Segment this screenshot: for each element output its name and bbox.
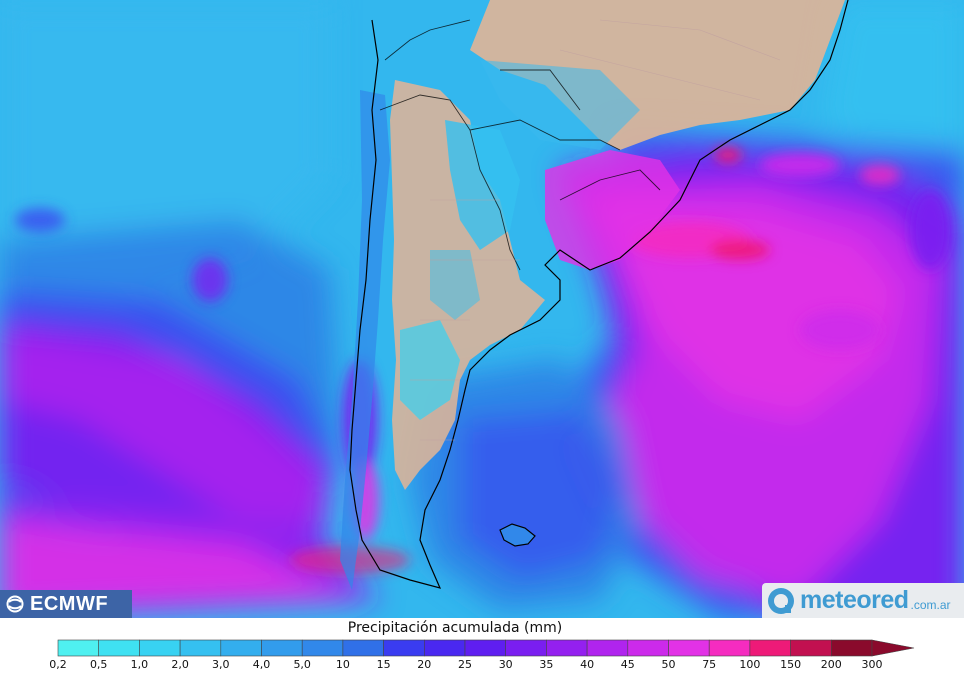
legend-tick-label: 30 [498, 658, 513, 671]
provinces-argentina [410, 199, 520, 441]
meteored-domain-text: .com.ar [910, 598, 951, 612]
legend-tick-label: 3,0 [212, 658, 230, 671]
legend-tick-label: 25 [458, 658, 472, 671]
border-peru [384, 19, 471, 61]
legend-tick-label: 75 [702, 658, 717, 671]
land-masses [340, 0, 845, 590]
legend-bin [383, 639, 425, 657]
border-andes-east [379, 94, 521, 271]
legend-overflow-arrow [871, 639, 915, 657]
south-america-coastline [349, 0, 849, 589]
legend-tick-label: 40 [580, 658, 595, 671]
legend-tick-label: 100 [739, 658, 761, 671]
legend-tick-label: 2,0 [171, 658, 189, 671]
legend-bin [546, 639, 588, 657]
province-borders [410, 19, 781, 441]
legend-tick-label: 200 [820, 658, 842, 671]
meteored-cloud-icon [766, 586, 796, 616]
legend-bin [505, 639, 547, 657]
legend-tick-label: 45 [620, 658, 635, 671]
legend-bin [57, 639, 100, 657]
legend-bin [220, 639, 262, 657]
ecmwf-emblem-icon [4, 595, 26, 613]
legend-bin [464, 639, 507, 657]
legend-tick-label: 20 [417, 658, 432, 671]
legend-tick-label: 5,0 [293, 658, 311, 671]
legend-bin [98, 639, 140, 657]
legend-bin [261, 639, 303, 657]
legend-bin [627, 639, 669, 657]
legend-tick-label: 4,0 [252, 658, 271, 671]
legend-tick-label: 300 [861, 658, 883, 671]
land-chile [340, 90, 390, 590]
country-borders [379, 19, 661, 271]
land-uruguay-wet [545, 150, 680, 270]
legend-bin [830, 639, 873, 657]
ecmwf-logo-text: ECMWF [30, 592, 109, 615]
legend-tick-label: 10 [335, 658, 350, 671]
land-brazil [470, 0, 845, 150]
precipitation-legend: Precipitación acumulada (mm) 0,2 0,5 1,0 2,… [0, 618, 964, 675]
legend-tick-label: 35 [539, 658, 554, 671]
legend-tick-label: 150 [780, 658, 802, 671]
coastlines [349, 0, 849, 589]
border-uruguay-brazil [559, 169, 661, 201]
falkland-islands [499, 523, 536, 547]
legend-tick-label: 15 [376, 658, 391, 671]
meteored-logo: meteored .com.ar [762, 583, 964, 618]
meteored-brand-text: meteored [800, 586, 909, 614]
legend-bin [179, 639, 222, 657]
border-bolivia-paraguay [469, 119, 621, 151]
legend-colorbar [57, 639, 915, 657]
legend-bin [301, 639, 344, 657]
legend-bin [139, 639, 181, 657]
precipitation-map: ECMWF meteored .com.ar [0, 0, 964, 618]
legend-tick-label: 1,0 [130, 658, 149, 671]
legend-tick-label: 0,5 [89, 658, 108, 671]
legend-bin [749, 639, 791, 657]
map-canvas [0, 0, 964, 618]
states-brazil [559, 19, 781, 101]
legend-bin [342, 639, 384, 657]
legend-bin [668, 639, 710, 657]
legend-bin [708, 639, 751, 657]
precipitation-field [0, 0, 964, 618]
legend-title: Precipitación acumulada (mm) [347, 620, 563, 636]
border-bolivia-brazil [500, 69, 581, 111]
legend-bin [423, 639, 466, 657]
legend-tick-label: 50 [661, 658, 676, 671]
legend-tick-label: 0,2 [49, 658, 67, 671]
legend-bin [586, 639, 629, 657]
ecmwf-logo: ECMWF [0, 590, 132, 618]
legend-bin [790, 639, 832, 657]
